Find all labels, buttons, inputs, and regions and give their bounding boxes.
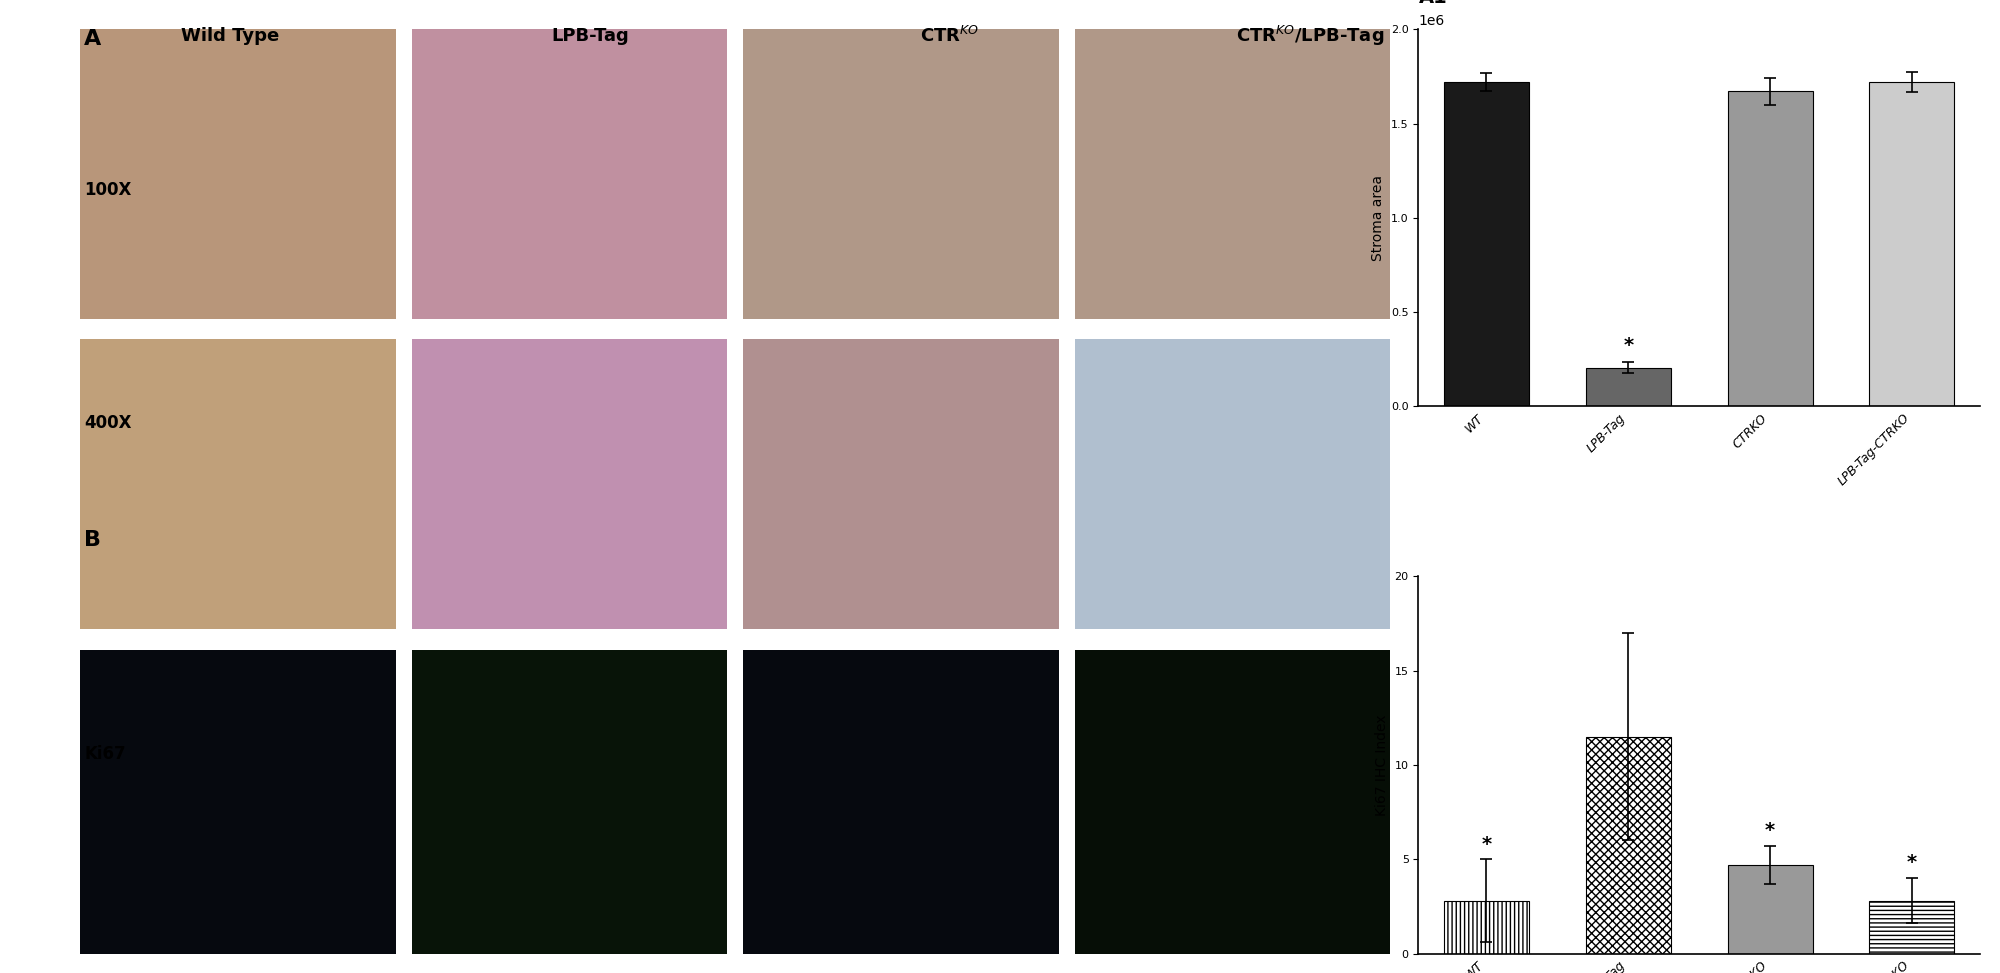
Text: B: B: [84, 530, 100, 551]
Y-axis label: Stroma area: Stroma area: [1372, 175, 1386, 261]
Text: CTR$^{KO}$: CTR$^{KO}$: [920, 26, 980, 46]
Text: *: *: [1624, 336, 1634, 354]
Text: A1: A1: [1418, 0, 1448, 7]
Bar: [1870, 901, 1954, 954]
Bar: [1728, 865, 1812, 954]
Bar: [1444, 82, 1530, 407]
Y-axis label: Ki67 IHC Index: Ki67 IHC Index: [1376, 714, 1390, 815]
Text: A: A: [84, 29, 102, 50]
Bar: [1728, 91, 1812, 407]
Text: LPB-Tag: LPB-Tag: [552, 27, 628, 45]
Text: Ki67: Ki67: [84, 745, 126, 763]
Text: CTR$^{KO}$/LPB-Tag: CTR$^{KO}$/LPB-Tag: [1236, 24, 1384, 48]
Text: *: *: [1482, 835, 1492, 853]
Text: 100X: 100X: [84, 181, 132, 198]
Bar: [1586, 368, 1670, 407]
Bar: [1870, 82, 1954, 407]
Text: *: *: [1906, 853, 1916, 873]
Bar: [1586, 737, 1670, 954]
Text: *: *: [1766, 821, 1776, 841]
Text: Wild Type: Wild Type: [180, 27, 280, 45]
Bar: [1444, 901, 1530, 954]
Text: 400X: 400X: [84, 414, 132, 432]
